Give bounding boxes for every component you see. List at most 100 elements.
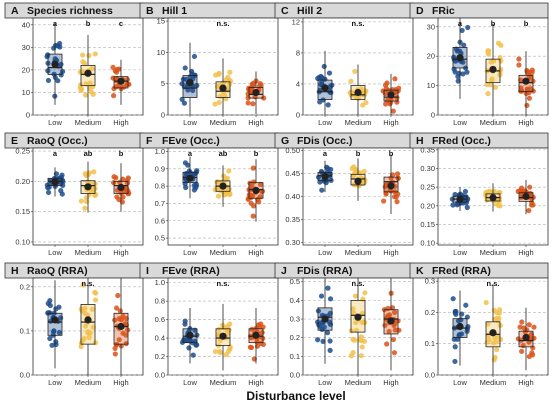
data-point — [120, 176, 126, 182]
data-point — [80, 282, 86, 288]
data-point — [319, 187, 325, 193]
data-point — [120, 194, 126, 200]
box — [182, 75, 198, 98]
y-tick-label: 0.2 — [425, 308, 435, 317]
y-tick-label: 0.35 — [420, 145, 435, 154]
data-point — [350, 336, 356, 342]
mean-point — [456, 195, 464, 203]
panel-letter: C — [281, 5, 289, 17]
x-tick-label: High — [248, 118, 263, 127]
y-tick-label: 0.1 — [290, 352, 300, 361]
data-point — [111, 85, 117, 92]
data-point — [226, 168, 232, 174]
data-point — [179, 96, 185, 102]
panel-letter: D — [416, 5, 424, 17]
y-tick-label: 10 — [157, 48, 165, 57]
data-point — [485, 91, 491, 97]
data-point — [386, 328, 392, 335]
mean-point — [219, 182, 227, 190]
y-tick-label: 0.9 — [155, 164, 165, 173]
data-point — [517, 324, 523, 330]
data-point — [45, 189, 52, 196]
data-point — [56, 304, 62, 310]
data-point — [124, 180, 131, 186]
data-point — [215, 193, 222, 199]
y-tick-label: 0 — [431, 111, 435, 120]
mean-point — [522, 333, 530, 342]
data-point — [391, 194, 398, 200]
data-point — [452, 358, 458, 365]
data-point — [123, 341, 129, 347]
data-point — [227, 346, 233, 352]
data-point — [258, 321, 264, 327]
data-point — [179, 339, 186, 345]
data-point — [225, 86, 231, 92]
data-point — [250, 213, 256, 219]
data-point — [86, 170, 92, 176]
data-point — [492, 354, 498, 360]
y-tick-label: 0.40 — [285, 192, 300, 201]
mean-point — [219, 84, 227, 92]
data-point — [181, 100, 188, 106]
data-point — [82, 323, 89, 329]
significance-label: n.s. — [82, 279, 95, 288]
panel-letter: K — [416, 265, 424, 277]
data-point — [247, 344, 253, 350]
mean-point — [252, 186, 260, 195]
y-tick-label: 0.5 — [290, 277, 300, 286]
data-point — [362, 290, 368, 296]
panel-title: FEve (RRA) — [162, 265, 220, 277]
data-point — [315, 337, 321, 343]
mean-point — [321, 173, 329, 181]
mean-point — [456, 322, 464, 331]
mean-point — [321, 84, 329, 92]
x-tick-label: Medium — [345, 118, 372, 127]
y-tick-label: 0.0 — [155, 371, 165, 380]
y-tick-label: 40 — [22, 20, 30, 29]
data-point — [212, 101, 218, 107]
panel-title: RaoQ (RRA) — [27, 265, 88, 277]
x-tick-label: Low — [318, 378, 332, 387]
mean-point — [387, 91, 395, 99]
panel-8: H FRed (Occ.) 0.10 0.15 0.20 0.25 0.30 0.35 Low M… — [409, 132, 549, 257]
x-tick-label: Low — [453, 118, 467, 127]
data-point — [320, 338, 326, 344]
y-tick-label: 0.20 — [15, 177, 30, 186]
data-point — [182, 160, 189, 166]
x-tick-label: Medium — [345, 378, 372, 387]
data-point — [191, 53, 198, 60]
x-tick-label: Medium — [480, 118, 507, 127]
data-point — [56, 329, 62, 336]
data-point — [227, 69, 233, 75]
y-tick-label: 8 — [296, 48, 300, 57]
data-point — [112, 351, 118, 357]
y-tick-label: 20 — [427, 52, 435, 61]
mean-point — [387, 317, 395, 325]
y-tick-label: 0 — [296, 111, 300, 120]
data-point — [92, 289, 98, 295]
data-point — [359, 338, 365, 344]
data-point — [516, 62, 522, 68]
data-point — [350, 306, 356, 312]
mean-point — [117, 322, 125, 331]
data-point — [463, 200, 469, 206]
data-point — [110, 64, 116, 70]
x-tick-label: Medium — [75, 378, 102, 387]
significance-letter: a — [323, 149, 328, 158]
data-point — [113, 305, 120, 311]
data-point — [321, 63, 327, 70]
data-point — [359, 310, 365, 316]
data-point — [494, 347, 500, 353]
x-tick-label: High — [113, 378, 128, 387]
data-point — [112, 317, 118, 323]
data-point — [383, 190, 389, 196]
y-tick-label: 4 — [296, 79, 300, 88]
data-point — [221, 80, 227, 86]
data-point — [217, 94, 223, 100]
data-point — [449, 196, 455, 202]
data-point — [249, 326, 255, 332]
data-point — [47, 298, 53, 304]
data-point — [483, 299, 489, 306]
panel-letter: I — [146, 265, 149, 277]
mean-point — [117, 77, 125, 85]
